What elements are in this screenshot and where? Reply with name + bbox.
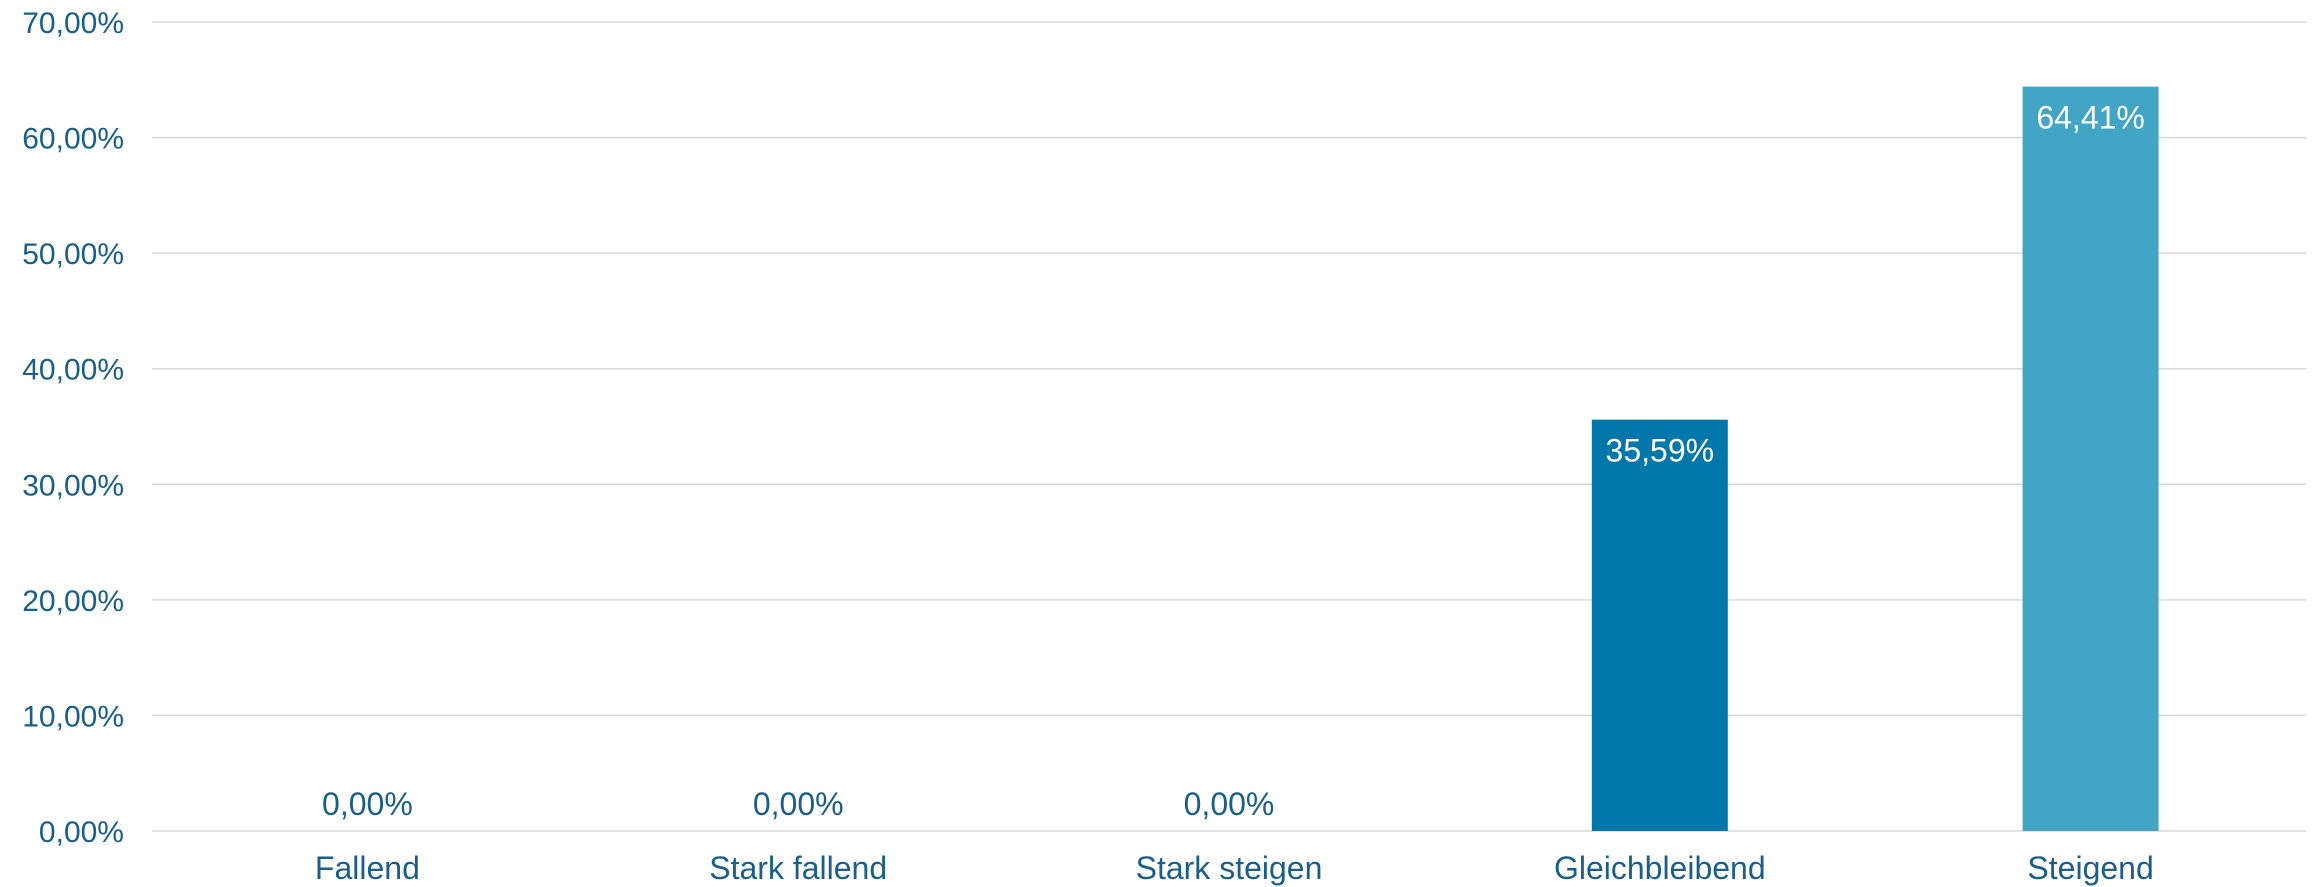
y-tick-label: 30,00% [22,469,124,502]
x-category-label: Fallend [315,850,420,886]
y-tick-label: 40,00% [22,354,124,387]
data-label: 35,59% [1606,433,1715,469]
data-label: 0,00% [1184,786,1275,822]
x-category-label: Gleichbleibend [1554,850,1766,886]
data-labels: 0,00% 0,00% 0,00% 35,59% 64,41% [322,100,2145,822]
data-label: 64,41% [2036,100,2145,136]
data-label: 0,00% [322,786,413,822]
y-tick-label: 0,00% [39,816,124,849]
x-category-label: Steigend [2027,850,2153,886]
bar-steigend [2022,86,2159,831]
bar-gleichbleibend [1591,419,1728,831]
y-tick-label: 50,00% [22,238,124,271]
x-axis-categories: Fallend Stark fallend Stark steigen Gleichb… [315,850,2154,886]
x-category-label: Stark fallend [709,850,887,886]
gridlines [152,21,2306,832]
data-label: 0,00% [753,786,844,822]
y-tick-label: 60,00% [22,123,124,156]
bars [1591,86,2159,831]
y-tick-label: 20,00% [22,585,124,618]
x-category-label: Stark steigen [1136,850,1323,886]
y-axis-ticks: 0,00% 10,00% 20,00% 30,00% 40,00% 50,00% 60,00… [22,7,124,849]
y-tick-label: 10,00% [22,700,124,733]
y-tick-label: 70,00% [22,7,124,40]
